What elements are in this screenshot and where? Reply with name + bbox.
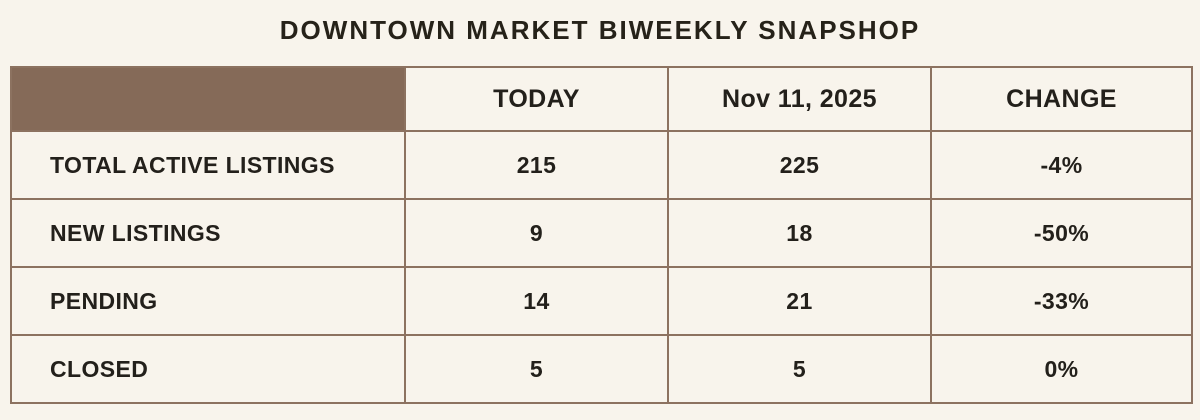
value-cell-today: 5 xyxy=(404,334,669,404)
value-cell-today: 9 xyxy=(404,198,669,268)
page-title: DOWNTOWN MARKET BIWEEKLY SNAPSHOP xyxy=(279,15,921,45)
col-header-change: CHANGE xyxy=(930,66,1193,132)
table-row-pending: PENDING 14 21 -33% xyxy=(10,266,1193,336)
row-label-cell: TOTAL ACTIVE LISTINGS xyxy=(10,130,406,200)
table-row-closed: CLOSED 5 5 0% xyxy=(10,334,1193,404)
table-row-total-active-listings: TOTAL ACTIVE LISTINGS 215 225 -4% xyxy=(10,130,1193,200)
col-header-today: TODAY xyxy=(404,66,669,132)
value-cell-prior: 18 xyxy=(667,198,932,268)
value-cell-prior: 5 xyxy=(667,334,932,404)
value-cell-change: -4% xyxy=(930,130,1193,200)
value-cell-today: 14 xyxy=(404,266,669,336)
value-cell-prior: 21 xyxy=(667,266,932,336)
value-cell-change: -50% xyxy=(930,198,1193,268)
row-label-cell: CLOSED xyxy=(10,334,406,404)
corner-header-cell xyxy=(10,66,406,132)
table-row-new-listings: NEW LISTINGS 9 18 -50% xyxy=(10,198,1193,268)
row-label-cell: NEW LISTINGS xyxy=(10,198,406,268)
row-label-cell: PENDING xyxy=(10,266,406,336)
table-header-row: TODAY Nov 11, 2025 CHANGE xyxy=(10,66,1193,132)
value-cell-change: 0% xyxy=(930,334,1193,404)
value-cell-today: 215 xyxy=(404,130,669,200)
col-header-date: Nov 11, 2025 xyxy=(667,66,932,132)
market-snapshot-table: TODAY Nov 11, 2025 CHANGE TOTAL ACTIVE L… xyxy=(10,66,1193,404)
value-cell-change: -33% xyxy=(930,266,1193,336)
value-cell-prior: 225 xyxy=(667,130,932,200)
